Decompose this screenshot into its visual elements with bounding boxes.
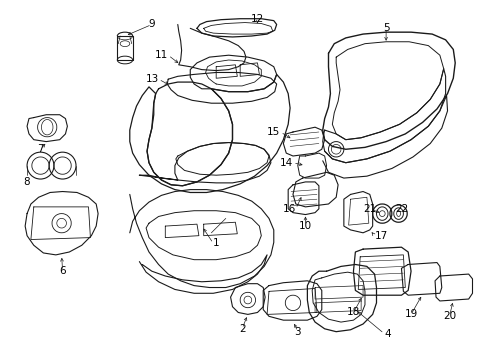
Text: 6: 6 (59, 266, 66, 276)
Text: 17: 17 (374, 231, 387, 241)
Text: 1: 1 (213, 238, 220, 248)
Text: 14: 14 (279, 158, 292, 168)
Text: 7: 7 (37, 144, 44, 154)
Text: 22: 22 (394, 204, 407, 214)
Text: 2: 2 (238, 324, 245, 334)
Text: 10: 10 (298, 221, 311, 231)
Text: 12: 12 (250, 14, 264, 24)
Text: 18: 18 (346, 307, 359, 318)
Text: 15: 15 (267, 127, 280, 137)
Text: 21: 21 (363, 204, 376, 214)
Text: 20: 20 (442, 311, 455, 321)
Text: 4: 4 (384, 329, 390, 339)
Text: 9: 9 (148, 19, 155, 30)
Text: 5: 5 (382, 23, 388, 33)
Text: 3: 3 (294, 327, 301, 337)
Text: 11: 11 (155, 50, 168, 60)
Text: 8: 8 (24, 177, 30, 187)
Text: 19: 19 (404, 309, 417, 319)
Text: 13: 13 (145, 74, 158, 84)
Text: 16: 16 (282, 204, 295, 214)
